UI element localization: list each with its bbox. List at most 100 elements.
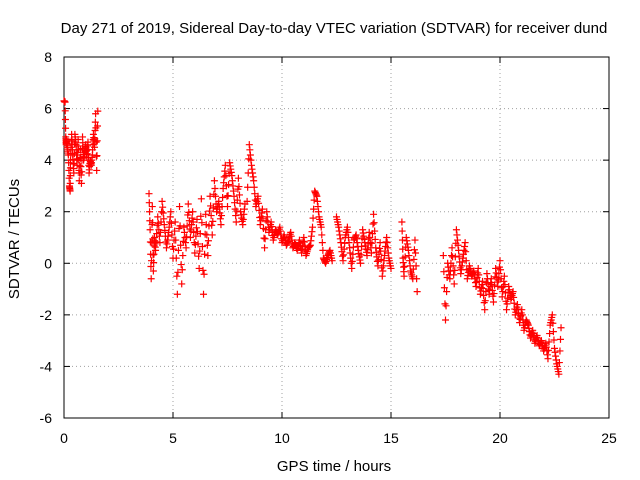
data-point: [371, 227, 379, 235]
x-tick-label: 5: [169, 430, 177, 446]
data-point: [174, 246, 182, 254]
data-point: [348, 257, 356, 265]
data-point: [501, 281, 509, 289]
data-point: [61, 98, 69, 106]
data-point: [495, 270, 503, 278]
data-point: [66, 164, 74, 172]
data-point: [443, 288, 451, 296]
grid-layer: [64, 57, 609, 418]
data-point: [413, 288, 421, 296]
data-point: [440, 284, 448, 292]
data-point: [217, 221, 225, 229]
data-point: [401, 263, 409, 271]
data-point: [234, 174, 242, 182]
data-point: [398, 218, 406, 226]
data-point: [192, 224, 200, 232]
data-point: [412, 262, 420, 270]
data-point: [209, 204, 217, 212]
chart-title: Day 271 of 2019, Sidereal Day-to-day VTE…: [61, 20, 608, 37]
data-point: [172, 236, 180, 244]
data-point: [489, 298, 497, 306]
data-point: [61, 116, 69, 124]
data-point: [208, 221, 216, 229]
data-point: [212, 192, 220, 200]
data-point: [206, 207, 214, 215]
y-tick-label: -2: [40, 307, 53, 323]
data-point: [202, 210, 210, 218]
data-point: [158, 208, 166, 216]
data-point: [475, 271, 483, 279]
data-point: [356, 259, 364, 267]
data-point: [221, 161, 229, 169]
data-point: [185, 208, 193, 216]
data-point: [209, 217, 217, 225]
data-point: [182, 244, 190, 252]
data-point: [497, 266, 505, 274]
data-point: [479, 277, 487, 285]
data-point: [451, 253, 459, 261]
data-point: [368, 239, 376, 247]
x-tick-label: 20: [492, 430, 508, 446]
data-point: [250, 177, 258, 185]
data-point: [93, 166, 101, 174]
data-point: [149, 267, 157, 275]
data-point: [357, 251, 365, 259]
data-point: [319, 246, 327, 254]
data-point: [167, 219, 175, 227]
data-point: [348, 264, 356, 272]
data-point: [243, 197, 251, 205]
data-point: [244, 183, 252, 191]
data-point: [93, 152, 101, 160]
data-point: [235, 191, 243, 199]
data-point: [367, 249, 375, 257]
data-point: [401, 253, 409, 261]
data-point: [178, 280, 186, 288]
data-point: [171, 227, 179, 235]
data-point: [173, 272, 181, 280]
data-point: [171, 218, 179, 226]
data-point: [412, 249, 420, 257]
data-point: [236, 199, 244, 207]
data-point: [61, 107, 69, 115]
data-point: [66, 187, 74, 195]
data-point: [223, 192, 231, 200]
data-point: [258, 205, 266, 213]
data-point: [491, 273, 499, 281]
data-point: [201, 250, 209, 258]
data-point: [387, 264, 395, 272]
data-points: [60, 97, 565, 378]
data-point: [255, 199, 263, 207]
data-point: [557, 324, 565, 332]
data-point: [450, 280, 458, 288]
data-point: [178, 266, 186, 274]
data-point: [170, 245, 178, 253]
data-point: [474, 264, 482, 272]
data-point: [462, 257, 470, 265]
data-point: [183, 233, 191, 241]
data-point: [349, 250, 357, 258]
data-point: [74, 136, 82, 144]
data-point: [92, 138, 100, 146]
data-point: [490, 290, 498, 298]
data-point: [309, 223, 317, 231]
data-point: [148, 203, 156, 211]
data-point: [208, 231, 216, 239]
data-point: [496, 257, 504, 265]
data-point: [232, 218, 240, 226]
data-point: [150, 250, 158, 258]
data-point: [168, 231, 176, 239]
data-point: [447, 252, 455, 260]
data-point: [498, 284, 506, 292]
data-point: [188, 214, 196, 222]
x-axis-label: GPS time / hours: [277, 458, 391, 475]
y-tick-label: 6: [44, 101, 52, 117]
data-point: [152, 238, 160, 246]
data-point: [156, 228, 164, 236]
data-point: [545, 338, 553, 346]
data-point: [195, 252, 203, 260]
y-tick-label: 0: [44, 255, 52, 271]
data-point: [370, 219, 378, 227]
data-point: [211, 185, 219, 193]
data-point: [549, 328, 557, 336]
data-point: [146, 226, 154, 234]
